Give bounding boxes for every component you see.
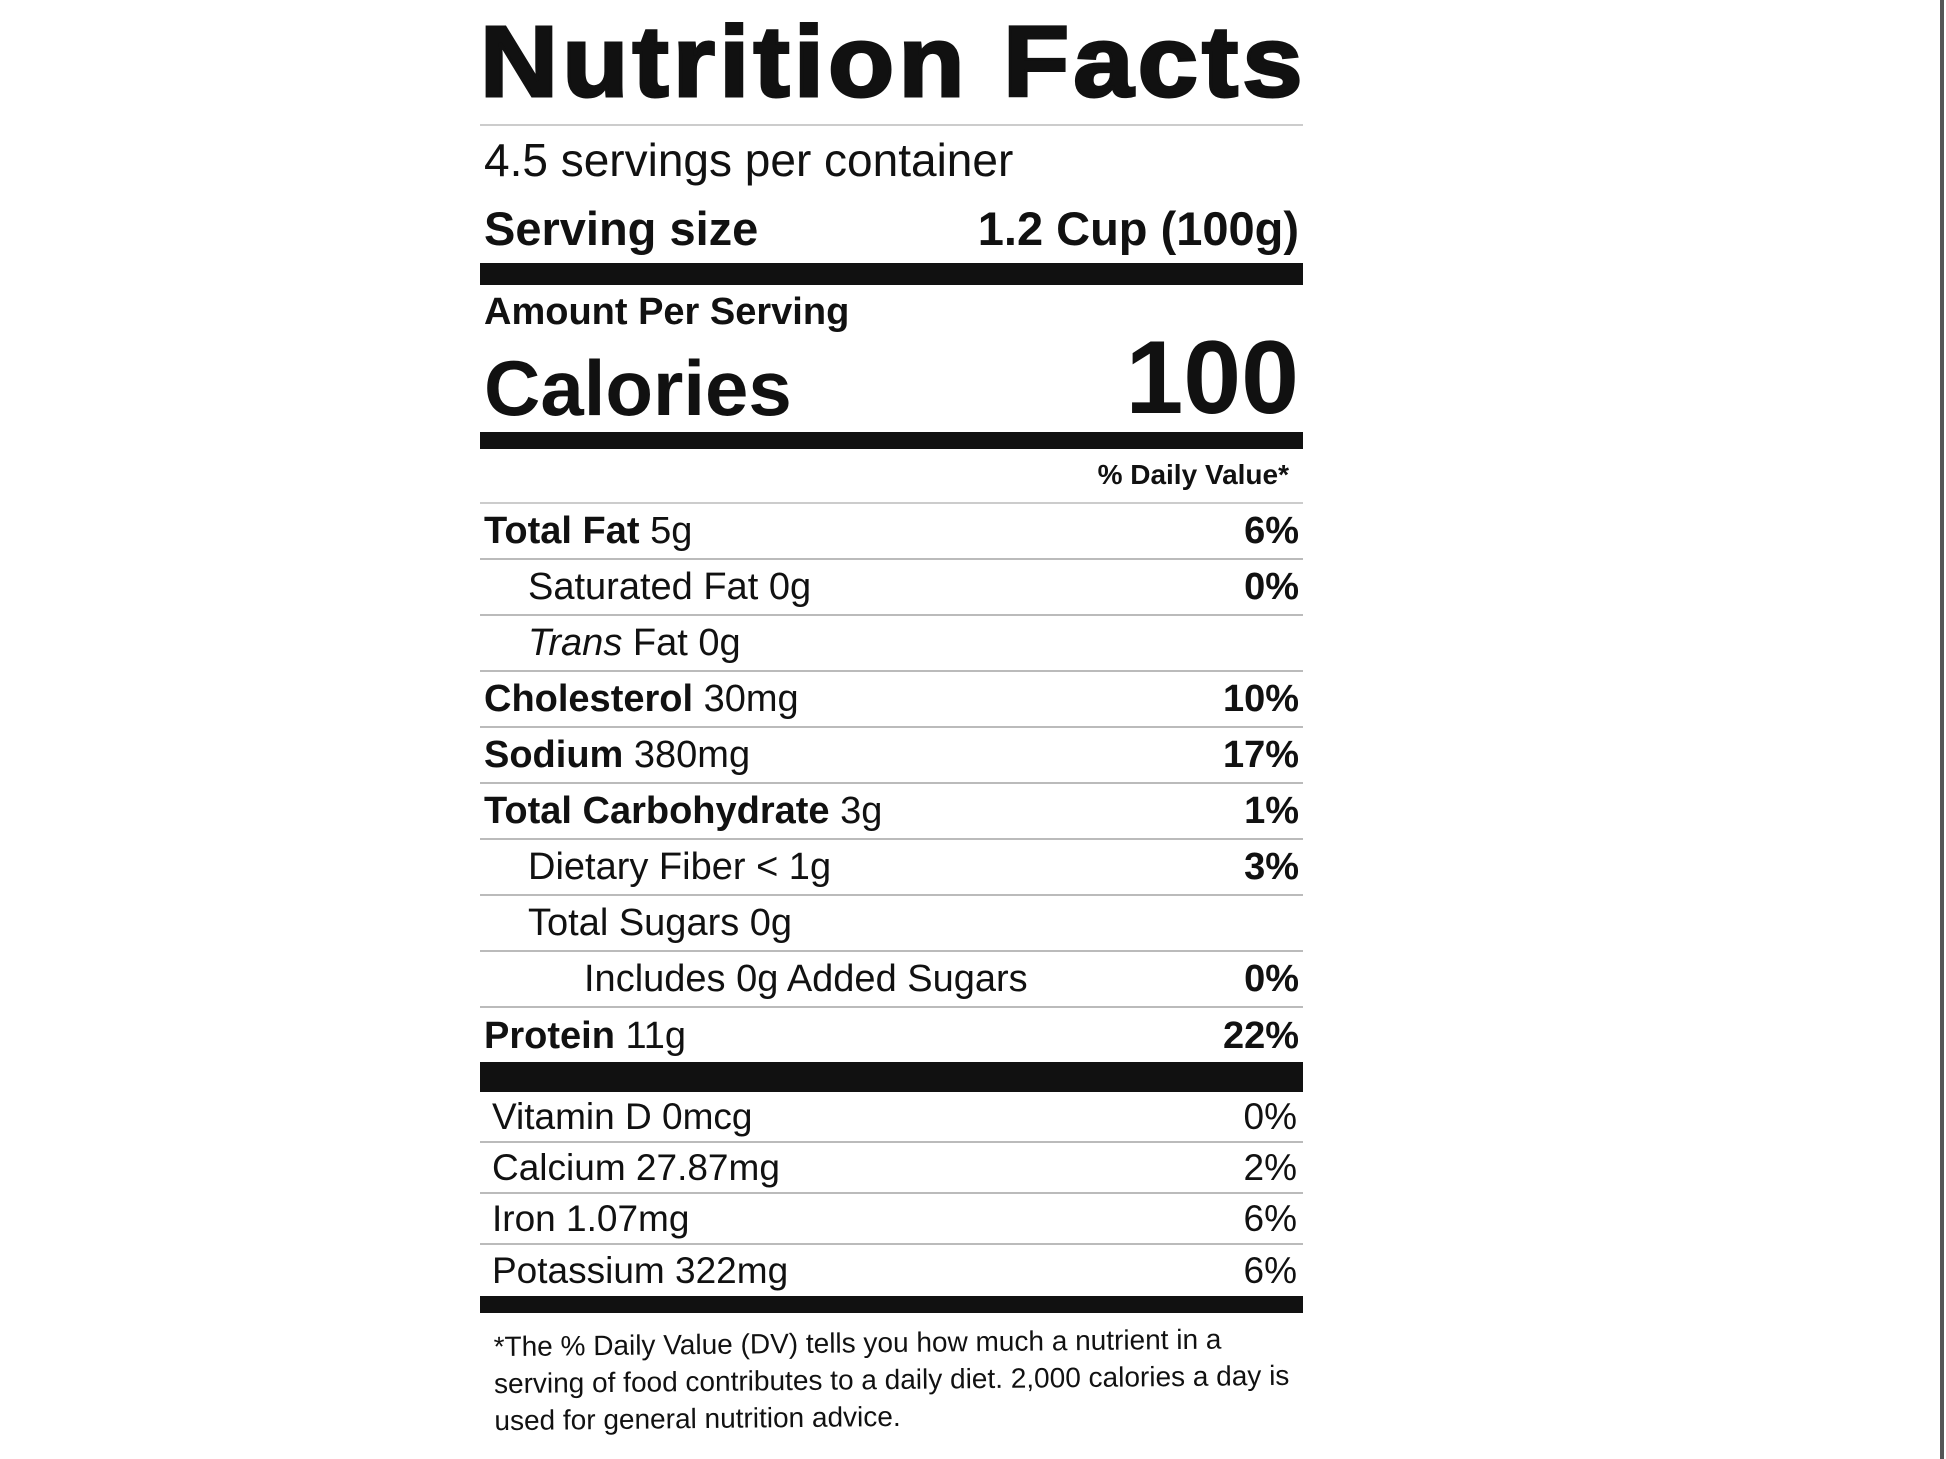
nutrient-label: Cholesterol: [484, 677, 694, 720]
vitamin-row: Vitamin D 0mcg 0%: [480, 1092, 1303, 1143]
nutrient-amount: 0g: [749, 901, 793, 944]
nutrient-name: Total Carbohydrate 3g: [484, 790, 882, 833]
nutrient-label: Saturated Fat: [528, 565, 759, 608]
nutrient-name: Protein 11g: [484, 1015, 686, 1058]
vitamin-name: Iron 1.07mg: [492, 1198, 689, 1240]
divider: [480, 124, 1303, 126]
nutrient-row: Sodium 380mg 17%: [480, 728, 1303, 784]
serving-size: Serving size 1.2 Cup (100g): [480, 202, 1303, 256]
calories-label: Calories: [484, 344, 792, 432]
calories-value: 100: [1125, 320, 1299, 436]
label-title: Nutrition Facts: [478, 6, 1307, 118]
vitamin-amount: 27.87mg: [635, 1146, 780, 1188]
nutrient-name: Trans Fat 0g: [484, 622, 741, 665]
vitamin-name: Vitamin D 0mcg: [492, 1096, 752, 1138]
image-edge: [1940, 0, 1944, 1459]
nutrient-daily-value: 3%: [1244, 845, 1299, 888]
nutrient-row: Includes 0g Added Sugars 0%: [480, 952, 1303, 1008]
nutrient-name: Total Fat 5g: [484, 510, 692, 553]
thick-divider: [480, 1062, 1303, 1092]
nutrient-amount: 11g: [625, 1014, 687, 1057]
nutrient-row: Trans Fat 0g: [480, 616, 1303, 672]
nutrient-label: Includes 0g Added Sugars: [584, 957, 1028, 1000]
nutrient-label: Total Sugars: [528, 901, 740, 944]
servings-per-container: 4.5 servings per container: [484, 134, 1014, 186]
daily-value-header: % Daily Value*: [1097, 459, 1289, 490]
nutrient-daily-value: 17%: [1222, 733, 1299, 776]
nutrient-row: Saturated Fat 0g 0%: [480, 560, 1303, 616]
nutrient-daily-value: 22%: [1222, 1014, 1299, 1057]
nutrient-daily-value: 1%: [1244, 789, 1299, 832]
nutrient-row: Cholesterol 30mg 10%: [480, 672, 1303, 728]
vitamin-label: Potassium: [492, 1249, 665, 1291]
vitamin-label: Calcium: [492, 1146, 626, 1188]
footnote: *The % Daily Value (DV) tells you how mu…: [493, 1323, 1290, 1437]
nutrient-label: Total Fat: [484, 509, 640, 552]
nutrient-name: Sodium 380mg: [484, 734, 750, 777]
vitamin-row: Potassium 322mg 6%: [480, 1245, 1303, 1296]
amount-per-serving: Amount Per Serving: [484, 291, 850, 333]
vitamin-name: Potassium 322mg: [492, 1250, 788, 1292]
nutrient-daily-value: 0%: [1244, 957, 1299, 1000]
nutrient-amount: 380mg: [633, 733, 751, 776]
nutrient-label: Dietary Fiber: [528, 845, 746, 888]
calories-row: Calories 100: [480, 326, 1303, 432]
vitamin-label: Iron: [492, 1197, 556, 1239]
vitamin-name: Calcium 27.87mg: [492, 1147, 780, 1189]
vitamin-row: Calcium 27.87mg 2%: [480, 1143, 1303, 1194]
nutrient-name: Includes 0g Added Sugars: [484, 958, 1028, 1001]
divider: [480, 502, 1303, 504]
nutrient-name: Dietary Fiber < 1g: [484, 846, 831, 889]
nutrient-label: Total Carbohydrate: [484, 789, 830, 832]
vitamin-daily-value: 6%: [1243, 1197, 1297, 1239]
nutrient-amount: 3g: [840, 789, 883, 832]
nutrient-daily-value: 0%: [1244, 565, 1299, 608]
thick-divider: [480, 432, 1303, 449]
nutrient-row: Dietary Fiber < 1g 3%: [480, 840, 1303, 896]
nutrient-row: Total Sugars 0g: [480, 896, 1303, 952]
nutrient-list: Total Fat 5g 6% Saturated Fat 0g 0% Trans Fa…: [480, 504, 1303, 1064]
vitamin-daily-value: 2%: [1243, 1146, 1297, 1188]
vitamin-daily-value: 6%: [1243, 1249, 1297, 1291]
nutrient-daily-value: 6%: [1244, 509, 1299, 552]
nutrient-label: Sodium: [484, 733, 624, 776]
serving-size-value: 1.2 Cup (100g): [977, 202, 1299, 255]
vitamin-amount: 0mcg: [662, 1095, 753, 1137]
vitamin-list: Vitamin D 0mcg 0% Calcium 27.87mg 2% Iron 1.…: [480, 1092, 1303, 1296]
vitamin-row: Iron 1.07mg 6%: [480, 1194, 1303, 1245]
vitamin-daily-value: 0%: [1243, 1095, 1297, 1137]
serving-size-label: Serving size: [484, 202, 759, 255]
vitamin-amount: 1.07mg: [566, 1197, 690, 1239]
nutrient-amount: 5g: [650, 509, 693, 552]
nutrient-amount: < 1g: [756, 845, 832, 888]
vitamin-amount: 322mg: [675, 1249, 789, 1291]
nutrient-row: Total Fat 5g 6%: [480, 504, 1303, 560]
thick-divider: [480, 1296, 1303, 1313]
thick-divider: [480, 263, 1303, 285]
nutrient-amount: 30mg: [703, 677, 799, 720]
nutrient-amount: 0g: [768, 565, 812, 608]
nutrient-label: Trans: [528, 621, 623, 664]
nutrient-label-suffix: Fat: [632, 621, 688, 664]
nutrient-name: Saturated Fat 0g: [484, 566, 811, 609]
nutrient-name: Cholesterol 30mg: [484, 678, 799, 721]
nutrient-daily-value: 10%: [1222, 677, 1299, 720]
nutrient-label: Protein: [484, 1014, 615, 1057]
nutrient-name: Total Sugars 0g: [484, 902, 792, 945]
nutrient-row: Total Carbohydrate 3g 1%: [480, 784, 1303, 840]
nutrient-row: Protein 11g 22%: [480, 1008, 1303, 1064]
vitamin-label: Vitamin D: [492, 1095, 652, 1137]
nutrient-amount: 0g: [698, 621, 741, 664]
